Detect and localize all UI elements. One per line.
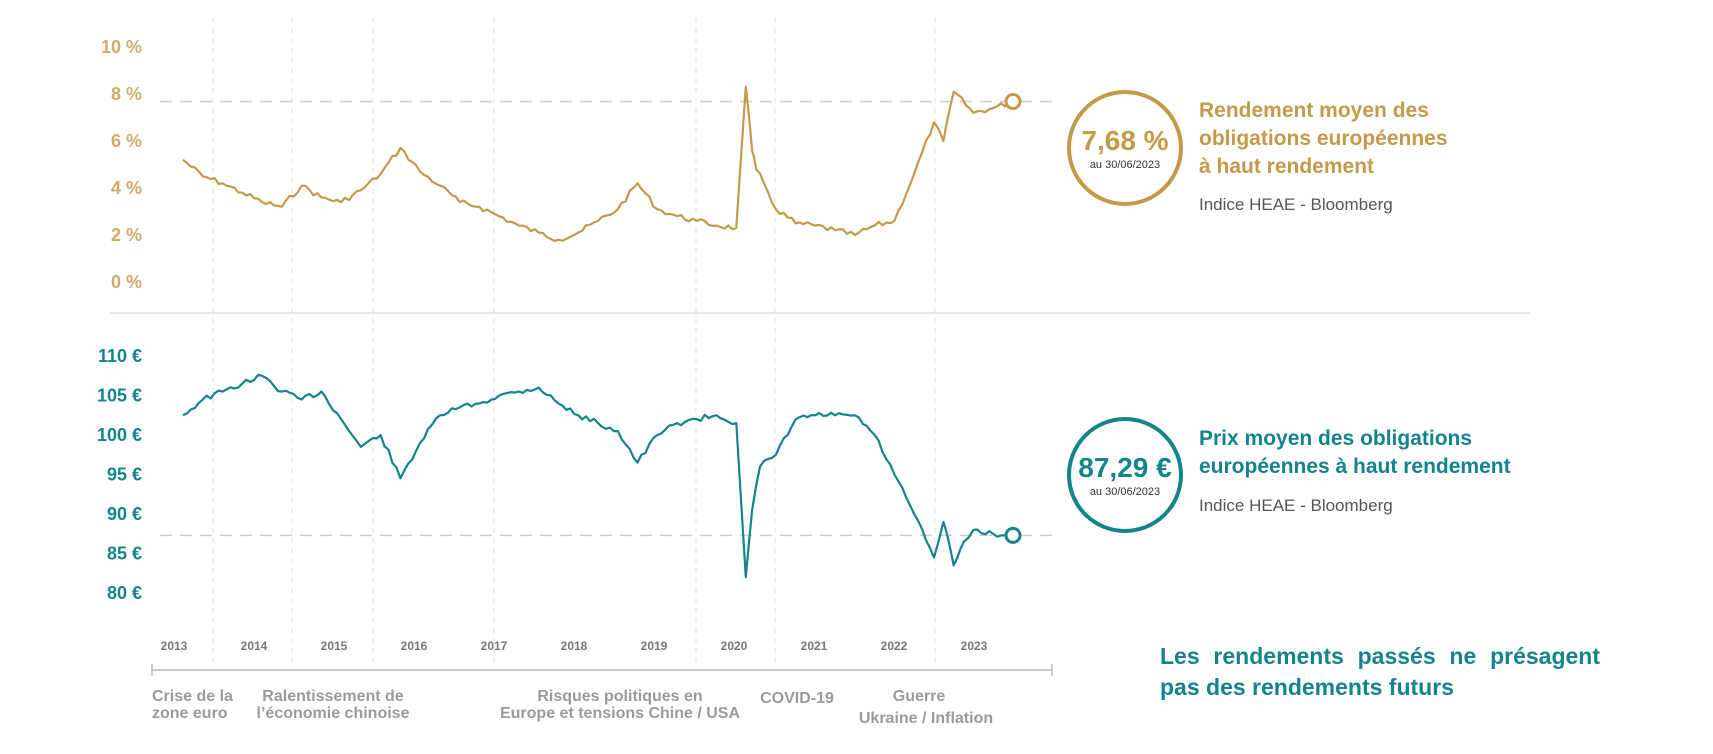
price-y-tick-label: 105 €: [97, 386, 142, 406]
yield-title-line2: obligations européennes: [1199, 127, 1448, 150]
yield-series-title: Rendement moyen des obligations européen…: [1199, 97, 1448, 181]
price-y-tick-label: 85 €: [107, 544, 142, 564]
x-axis-year-label: 2013: [161, 639, 188, 653]
yield-title-line1: Rendement moyen des: [1199, 99, 1429, 122]
x-axis-year-label: 2016: [401, 639, 428, 653]
price-y-tick-label: 95 €: [107, 465, 142, 485]
yield-panel: 10 % 8 % 6 % 4 % 2 % 0 %: [101, 37, 1053, 292]
event-covid: COVID-19: [760, 690, 834, 707]
x-axis-year-label: 2022: [881, 639, 908, 653]
price-y-axis: 110 € 105 € 100 € 95 € 90 € 85 € 80 €: [97, 346, 142, 603]
price-y-tick-label: 90 €: [107, 504, 142, 524]
event-euro-crisis-line1: Crise de la: [152, 688, 233, 705]
event-separators: [212, 18, 936, 665]
price-value-badge: 87,29 € au 30/06/2023: [1067, 417, 1183, 533]
event-euro-crisis-line2: zone euro: [152, 705, 228, 722]
yield-current-value: 7,68 %: [1081, 125, 1168, 156]
yield-source: Indice HEAE - Bloomberg: [1199, 195, 1393, 214]
price-y-tick-label: 110 €: [98, 346, 142, 366]
price-value-date: au 30/06/2023: [1090, 486, 1160, 498]
yield-y-tick-label: 8 %: [111, 84, 142, 104]
yield-value-date: au 30/06/2023: [1090, 159, 1160, 171]
yield-title-line3: à haut rendement: [1199, 155, 1375, 178]
price-title-line2: européennes à haut rendement: [1199, 455, 1511, 478]
price-series-line: [182, 373, 1014, 579]
yield-y-tick-label: 0 %: [111, 272, 142, 292]
price-title-line1: Prix moyen des obligations: [1199, 427, 1473, 450]
yield-y-tick-label: 10 %: [101, 37, 142, 57]
event-timeline-axis: [151, 664, 1053, 676]
price-panel: 110 € 105 € 100 € 95 € 90 € 85 € 80 €: [97, 346, 1053, 603]
x-axis-year-label: 2015: [321, 639, 348, 653]
disclaimer: Les rendements passés ne présagent pas d…: [1160, 643, 1600, 700]
yield-y-tick-label: 4 %: [111, 178, 142, 198]
x-axis-year-label: 2021: [801, 639, 828, 653]
price-y-tick-label: 100 €: [97, 425, 142, 445]
event-china-line2: l’économie chinoise: [257, 705, 410, 722]
x-axis-year-label: 2017: [481, 639, 508, 653]
yield-y-tick-label: 2 %: [111, 225, 142, 245]
event-war-line1: Guerre: [893, 688, 946, 705]
price-end-marker: [1004, 526, 1022, 544]
x-axis-year-label: 2014: [241, 639, 268, 653]
x-axis-year-label: 2019: [641, 639, 668, 653]
x-axis-year-label: 2020: [721, 639, 748, 653]
price-series-title: Prix moyen des obligations européennes à…: [1199, 425, 1511, 481]
x-axis-year-label: 2023: [961, 639, 988, 653]
event-war-line2: Ukraine / Inflation: [859, 710, 993, 727]
x-axis-years: 2013 2014 2015 2016 2017 2018 2019 2020 2021 2022…: [161, 639, 988, 653]
yield-series-line: [182, 85, 1014, 242]
event-political-line1: Risques politiques en: [537, 688, 702, 705]
event-political-line2: Europe et tensions Chine / USA: [500, 705, 740, 722]
price-source: Indice HEAE - Bloomberg: [1199, 496, 1393, 515]
yield-y-axis: 10 % 8 % 6 % 4 % 2 % 0 %: [101, 37, 142, 292]
yield-end-marker: [1004, 93, 1022, 111]
yield-y-tick-label: 6 %: [111, 131, 142, 151]
event-labels: Crise de la zone euro Ralentissement de …: [152, 688, 993, 727]
price-y-tick-label: 80 €: [107, 583, 142, 603]
x-axis-year-label: 2018: [561, 639, 588, 653]
yield-value-badge: 7,68 % au 30/06/2023: [1067, 90, 1183, 206]
price-current-value: 87,29 €: [1078, 452, 1172, 483]
event-china-line1: Ralentissement de: [262, 688, 403, 705]
